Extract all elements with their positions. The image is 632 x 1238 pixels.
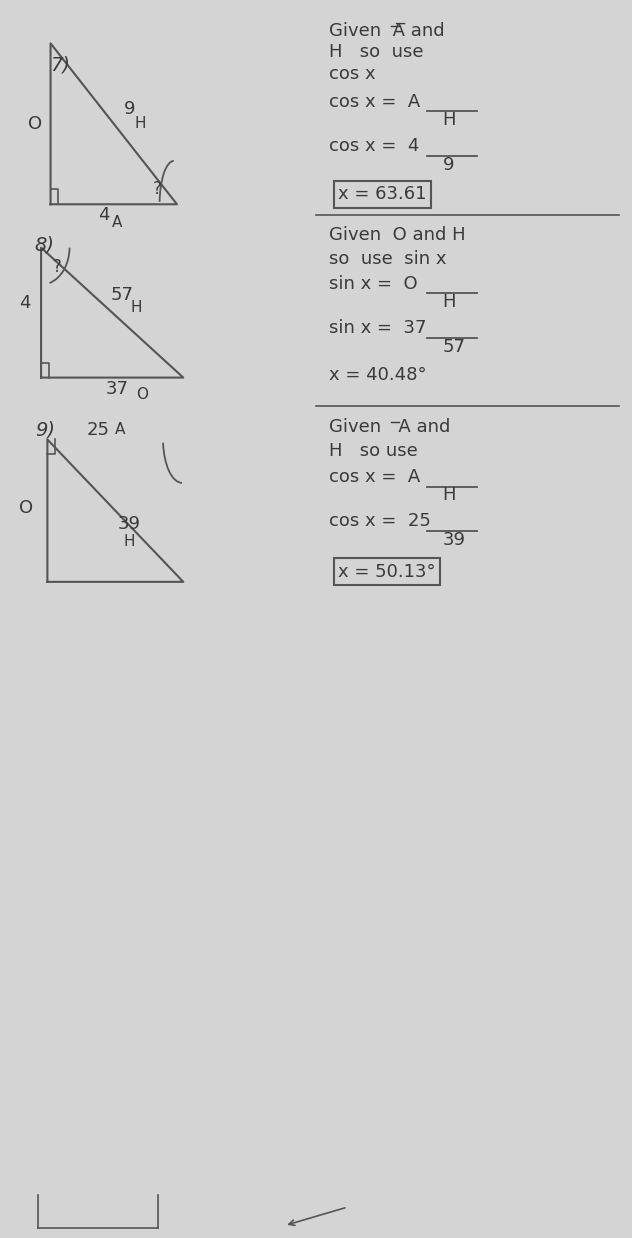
Text: A: A xyxy=(115,422,125,437)
Text: 9: 9 xyxy=(124,100,135,118)
Text: 25: 25 xyxy=(87,421,109,438)
Text: 4: 4 xyxy=(20,295,31,312)
Text: O: O xyxy=(20,499,33,516)
Text: ?: ? xyxy=(52,259,61,276)
Text: cos x =  4: cos x = 4 xyxy=(329,137,419,155)
Text: cos x =  A: cos x = A xyxy=(329,93,420,110)
Text: 37: 37 xyxy=(106,380,128,397)
Text: sin x =  37: sin x = 37 xyxy=(329,319,426,337)
Text: H: H xyxy=(135,116,146,131)
Text: x = 40.48°: x = 40.48° xyxy=(329,366,426,384)
Text: H   so use: H so use xyxy=(329,442,417,459)
Text: 4: 4 xyxy=(99,207,110,224)
Text: Given  O and H: Given O and H xyxy=(329,227,465,244)
Text: cos x: cos x xyxy=(329,66,375,83)
Text: 39: 39 xyxy=(118,515,141,532)
Text: H: H xyxy=(442,487,456,504)
Text: Given  A̅ and: Given A̅ and xyxy=(329,22,444,40)
Text: Given   A and: Given A and xyxy=(329,418,450,436)
Text: 8): 8) xyxy=(35,235,55,254)
Text: O: O xyxy=(137,387,148,402)
Text: 39: 39 xyxy=(442,531,465,548)
Text: 9): 9) xyxy=(35,421,55,439)
Text: 57: 57 xyxy=(111,286,133,303)
Text: cos x =  25: cos x = 25 xyxy=(329,513,430,530)
Text: H: H xyxy=(442,293,456,311)
Text: sin x =  O: sin x = O xyxy=(329,275,417,292)
Text: A: A xyxy=(112,215,122,230)
Text: O: O xyxy=(28,115,42,132)
Text: H: H xyxy=(130,300,142,314)
Text: x = 63.61: x = 63.61 xyxy=(338,186,427,203)
Text: 7): 7) xyxy=(51,56,71,74)
Text: so  use  sin x: so use sin x xyxy=(329,250,446,267)
Text: H: H xyxy=(124,534,135,548)
Text: 57: 57 xyxy=(442,338,465,355)
Text: ?: ? xyxy=(152,181,161,198)
Text: 9: 9 xyxy=(442,156,454,173)
Text: cos x =  A: cos x = A xyxy=(329,468,420,485)
Text: x = 50.13°: x = 50.13° xyxy=(338,563,435,581)
Text: H   so  use: H so use xyxy=(329,43,423,61)
Text: H: H xyxy=(442,111,456,129)
